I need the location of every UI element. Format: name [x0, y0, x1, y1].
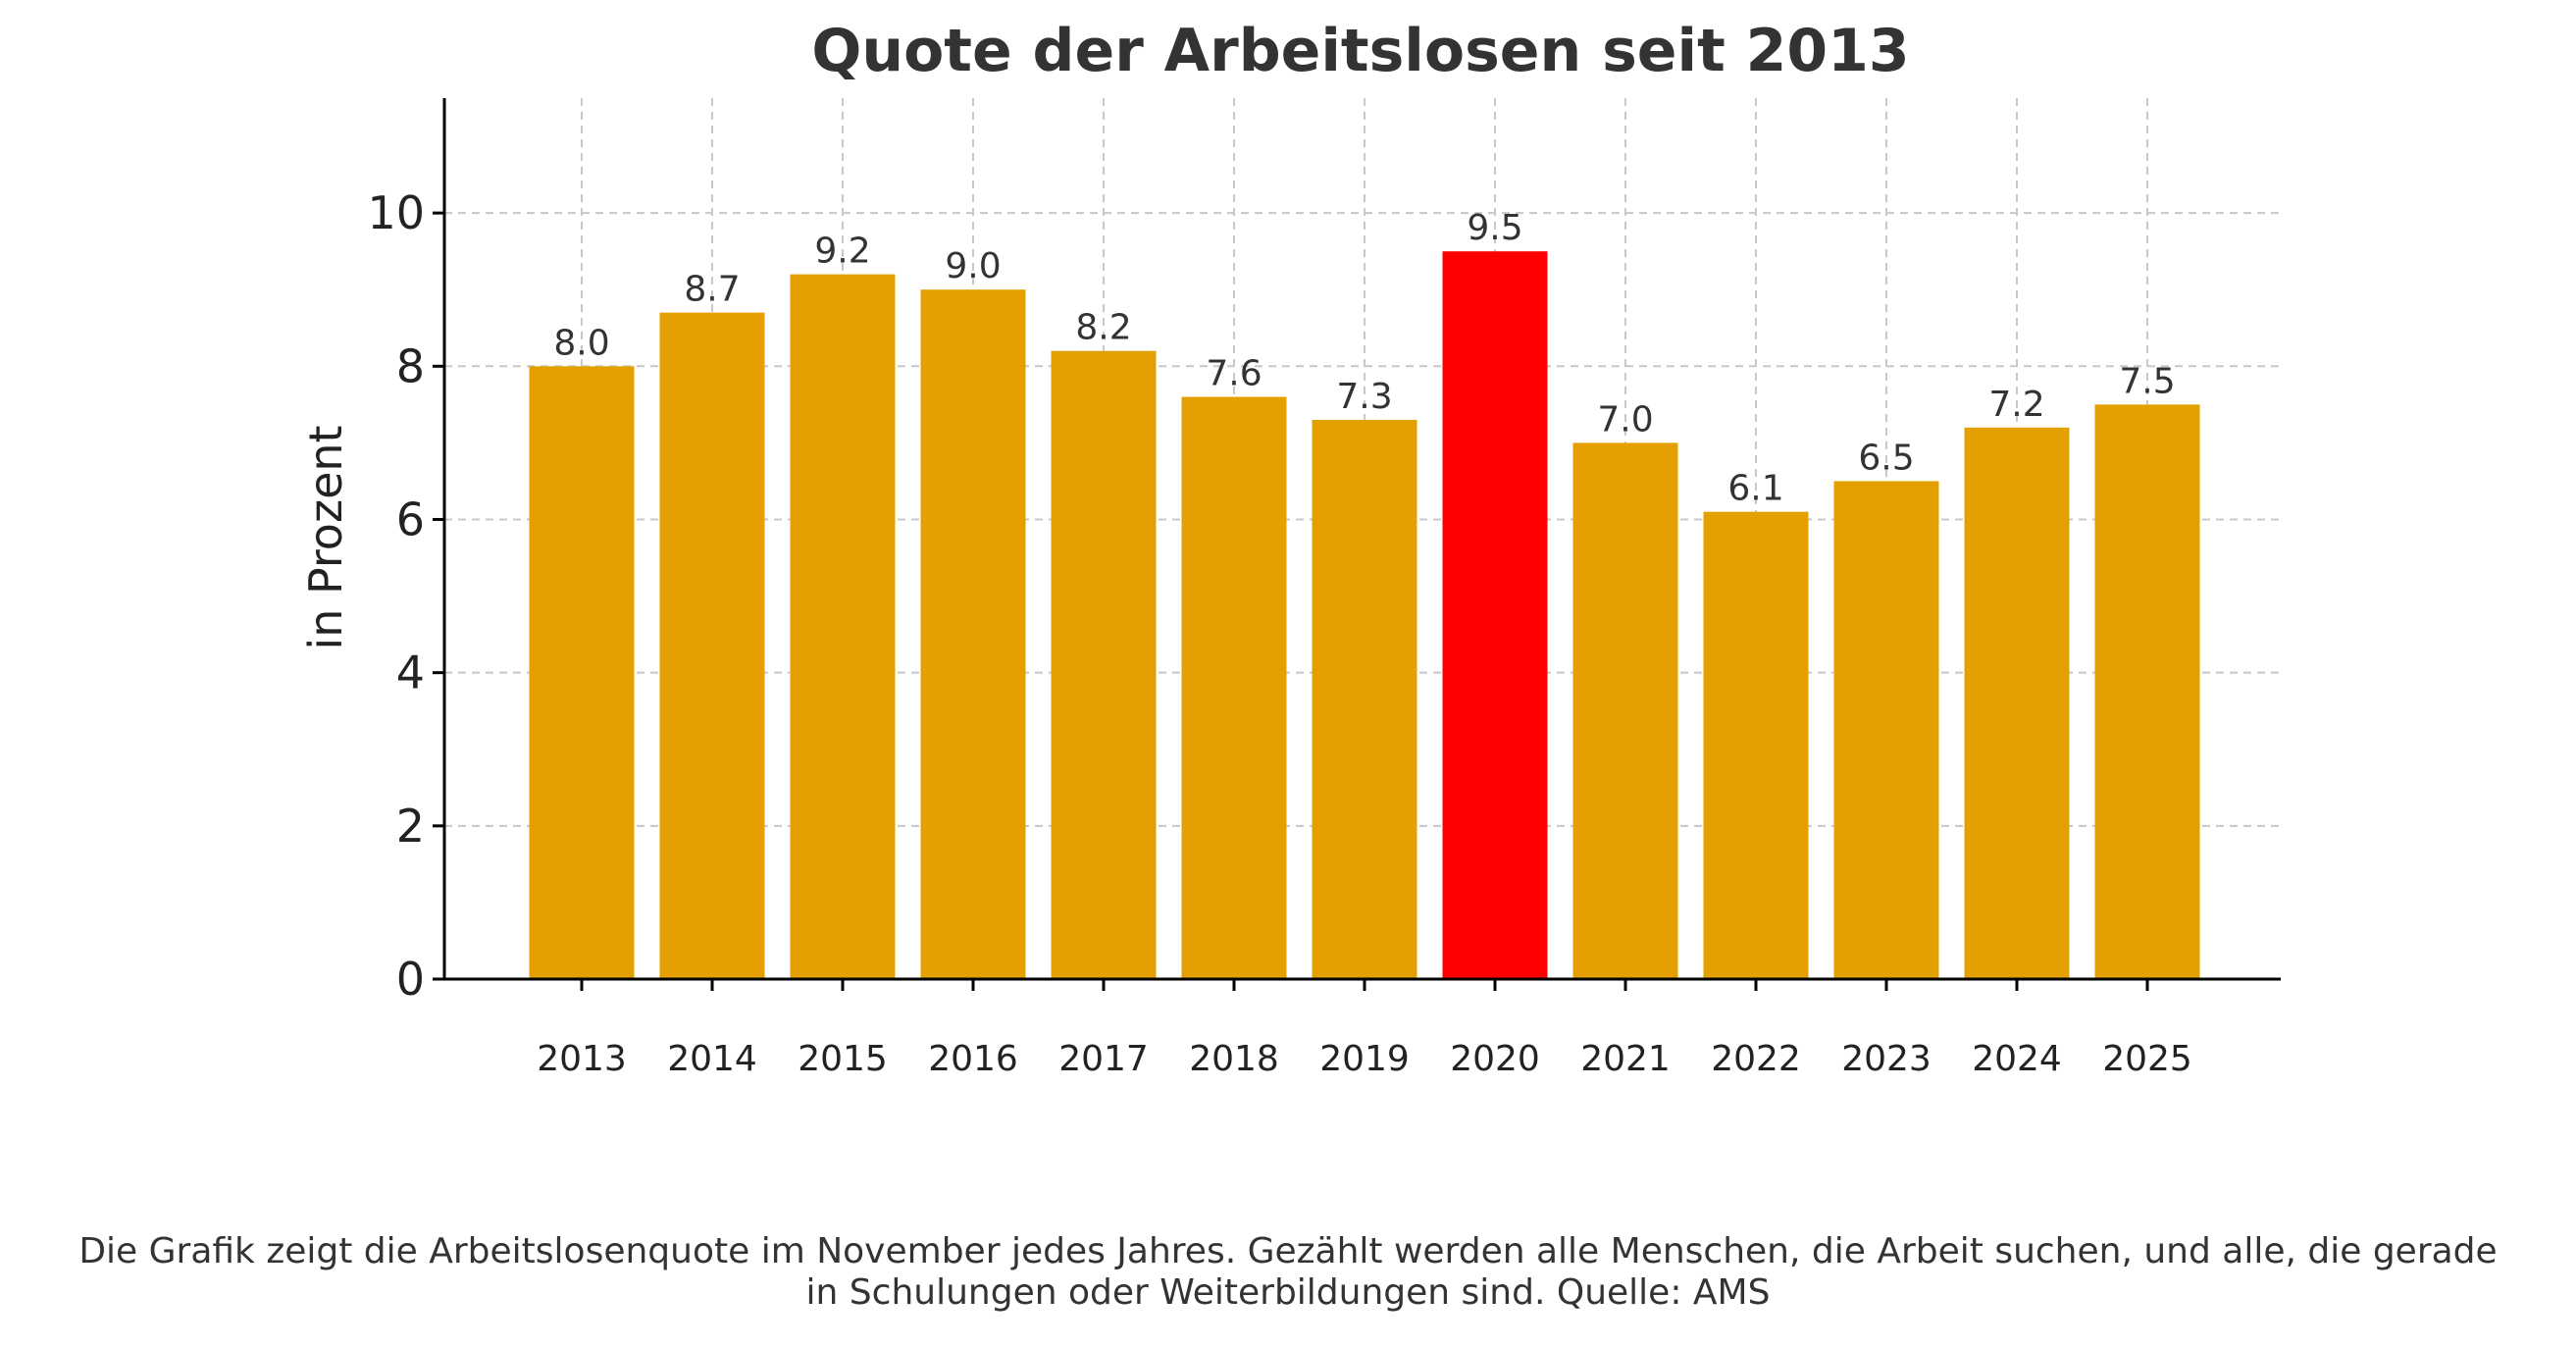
- data-label-2024: 7.2: [1988, 385, 2044, 425]
- bar-2022: [1703, 511, 1809, 979]
- bar-2014: [659, 312, 765, 980]
- data-label-2015: 9.2: [814, 232, 870, 272]
- bar-2015: [790, 274, 896, 980]
- bar-2021: [1572, 442, 1678, 979]
- data-label-2021: 7.0: [1597, 399, 1653, 440]
- data-label-2023: 6.5: [1858, 438, 1914, 478]
- x-tick-label: 2015: [798, 1039, 888, 1079]
- y-ticks: 0 2 4 6 8 10: [367, 186, 444, 1006]
- y-tick-label: 6: [396, 492, 425, 545]
- data-label-2019: 7.3: [1336, 377, 1392, 417]
- data-label-2018: 7.6: [1206, 354, 1262, 394]
- x-ticks: 2013 2014 2015 2016 2017 2018 2019 2020 2021 2022…: [537, 979, 2192, 1079]
- bar-2013: [529, 366, 635, 980]
- caption-line-1: Die Grafik zeigt die Arbeitslosenquote i…: [78, 1231, 2498, 1271]
- data-label-2025: 7.5: [2119, 361, 2175, 401]
- y-tick-label: 4: [396, 647, 425, 699]
- bar-2019: [1312, 419, 1417, 979]
- y-tick-label: 2: [396, 800, 425, 853]
- caption-line-2: in Schulungen oder Weiterbildungen sind.…: [805, 1272, 1771, 1313]
- bar-2018: [1181, 396, 1287, 979]
- x-tick-label: 2024: [1972, 1039, 2062, 1079]
- y-tick-label: 10: [367, 186, 425, 239]
- x-tick-label: 2023: [1841, 1039, 1932, 1079]
- x-tick-label: 2020: [1450, 1039, 1540, 1079]
- x-tick-label: 2013: [537, 1039, 627, 1079]
- chart-caption: Die Grafik zeigt die Arbeitslosenquote i…: [0, 1231, 2576, 1314]
- x-tick-label: 2025: [2102, 1039, 2192, 1079]
- axes: [442, 98, 2281, 981]
- x-tick-label: 2021: [1580, 1039, 1671, 1079]
- x-tick-label: 2014: [667, 1039, 757, 1079]
- data-label-2013: 8.0: [553, 323, 609, 363]
- data-label-2014: 8.7: [684, 270, 740, 310]
- value-labels: 8.0 8.7 9.2 9.0 8.2 7.6 7.3 9.5 7.0 6.1 6.5 7.2 7.5: [553, 208, 2175, 508]
- y-axis-label: in Prozent: [299, 425, 352, 649]
- bar-2016: [920, 289, 1026, 979]
- data-label-2017: 8.2: [1075, 308, 1131, 348]
- bar-2025: [2094, 404, 2200, 979]
- data-label-2022: 6.1: [1727, 469, 1783, 509]
- chart-title: Quote der Arbeitslosen seit 2013: [811, 17, 1909, 85]
- y-tick-label: 8: [396, 339, 425, 392]
- data-label-2016: 9.0: [945, 246, 1001, 286]
- bar-2017: [1051, 350, 1157, 979]
- x-tick-label: 2018: [1189, 1039, 1279, 1079]
- bar-chart: Quote der Arbeitslosen seit 2013 in Proz…: [299, 17, 2281, 1079]
- bars: [529, 251, 2200, 980]
- x-tick-label: 2017: [1058, 1039, 1149, 1079]
- bar-2024: [1964, 427, 2070, 979]
- data-label-2020: 9.5: [1467, 208, 1522, 248]
- y-tick-label: 0: [396, 953, 425, 1006]
- x-tick-label: 2016: [928, 1039, 1018, 1079]
- bar-2023: [1833, 481, 1939, 979]
- x-tick-label: 2022: [1711, 1039, 1801, 1079]
- bar-2020: [1442, 251, 1548, 979]
- x-tick-label: 2019: [1319, 1039, 1410, 1079]
